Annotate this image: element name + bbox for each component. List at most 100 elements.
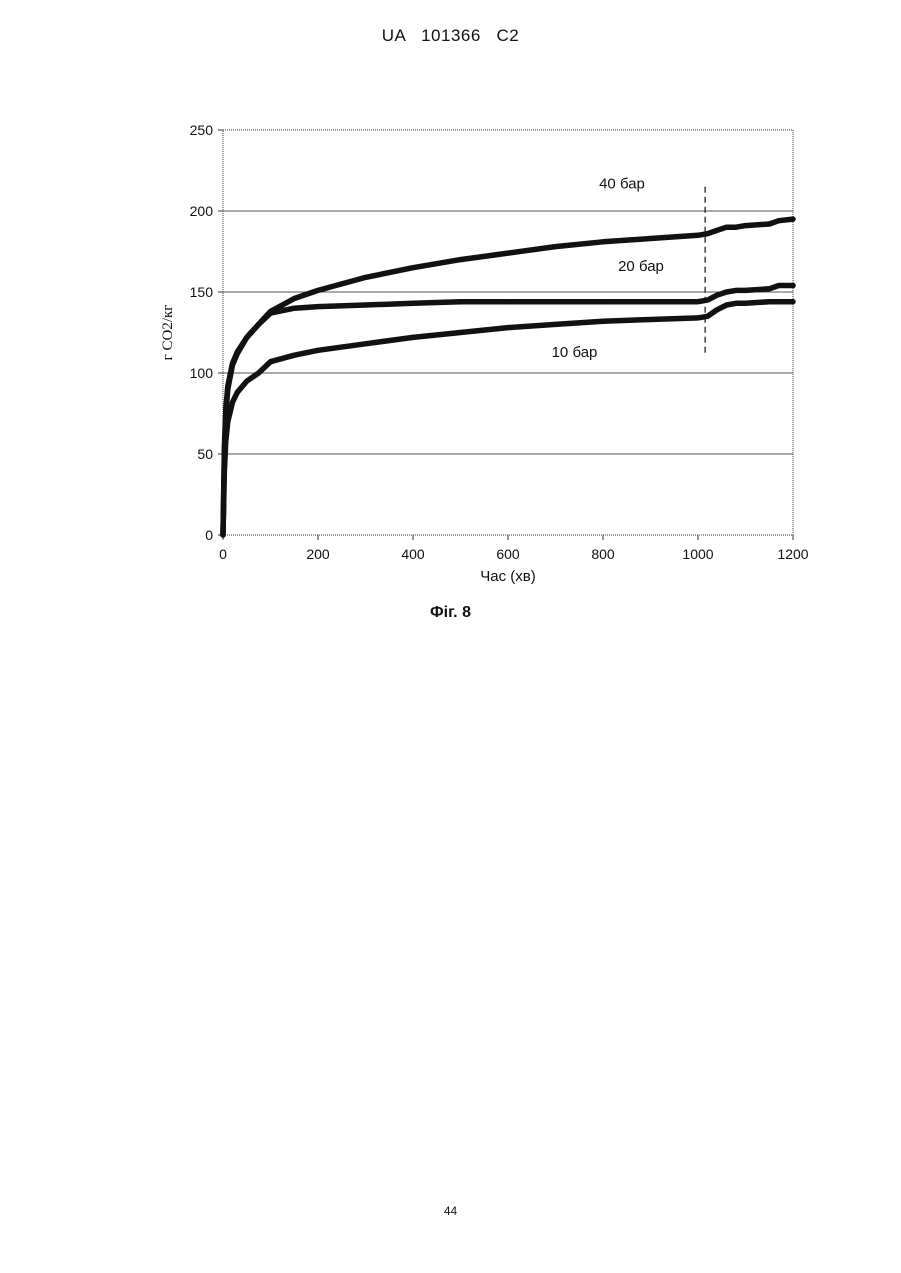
line-chart: 0 50 100 150 200 250 0 200 400 600 800 1000 1200 40 … [150, 112, 830, 612]
series-point [506, 251, 510, 255]
plot-frame [223, 130, 793, 535]
series-line-1 [223, 286, 793, 536]
series-point [715, 308, 719, 312]
series-point [235, 350, 239, 354]
series-line-2 [223, 302, 793, 535]
series-point [777, 219, 781, 223]
series-point [601, 240, 605, 244]
series-point [268, 311, 272, 315]
series-point [601, 300, 605, 304]
x-tick-label: 1000 [682, 546, 713, 562]
x-axis-label: Час (хв) [480, 568, 535, 585]
x-tick-label: 600 [496, 546, 520, 562]
series-point [648, 300, 652, 304]
series-point [268, 359, 272, 363]
series-point [292, 296, 296, 300]
series-point [506, 300, 510, 304]
figure-caption: Фіг. 8 [0, 604, 901, 622]
x-tick-label: 0 [219, 546, 227, 562]
series-point [230, 400, 234, 404]
y-tick-label: 100 [190, 365, 214, 381]
series-point [715, 228, 719, 232]
series-point [724, 225, 728, 229]
series-point [791, 283, 795, 287]
x-tick-label: 200 [306, 546, 330, 562]
series-point [222, 468, 226, 472]
series-point [458, 330, 462, 334]
y-axis-label: г CO2/кг [160, 305, 176, 361]
x-tick-label: 400 [401, 546, 425, 562]
series-point [553, 244, 557, 248]
series-annotation: 10 бар [552, 344, 598, 361]
x-tick-label: 1200 [777, 546, 808, 562]
y-tick-label: 50 [197, 446, 213, 462]
series-point [411, 301, 415, 305]
series-point [705, 231, 709, 235]
series-point [705, 314, 709, 318]
series-point [696, 233, 700, 237]
series-point [724, 290, 728, 294]
series-point [316, 348, 320, 352]
series-point [648, 317, 652, 321]
series-point [767, 287, 771, 291]
series-point [696, 300, 700, 304]
series-point [316, 304, 320, 308]
axes: 0 50 100 150 200 250 0 200 400 600 800 1000 1200 [190, 122, 809, 562]
series-annotation: 20 бар [618, 258, 664, 275]
series-point [734, 288, 738, 292]
series-point [734, 225, 738, 229]
series-point [743, 301, 747, 305]
series-point [226, 419, 230, 423]
series-point [245, 335, 249, 339]
series-point [791, 300, 795, 304]
series-annotation: 40 бар [599, 175, 645, 192]
y-tick-label: 250 [190, 122, 214, 138]
y-tick-label: 150 [190, 284, 214, 300]
series-point [411, 335, 415, 339]
series-point [791, 217, 795, 221]
x-tick-label: 800 [591, 546, 615, 562]
series-point [230, 361, 234, 365]
series-point [767, 222, 771, 226]
page-number: 44 [0, 1204, 901, 1218]
series-point [715, 293, 719, 297]
chart-container: 0 50 100 150 200 250 0 200 400 600 800 1000 1200 40 … [150, 112, 830, 612]
series-point [224, 439, 228, 443]
series-point [601, 319, 605, 323]
series-point [743, 288, 747, 292]
series-point [226, 384, 230, 388]
y-tick-label: 0 [205, 527, 213, 543]
series-point [553, 322, 557, 326]
series-point [292, 353, 296, 357]
series-point [696, 316, 700, 320]
annotations: 40 бар 20 бар 10 бар [552, 175, 664, 360]
series-point [734, 301, 738, 305]
series-point [777, 283, 781, 287]
series-point [245, 379, 249, 383]
series-point [221, 533, 225, 537]
series-point [363, 342, 367, 346]
y-tick-label: 200 [190, 203, 214, 219]
series-point [743, 223, 747, 227]
series-point [458, 300, 462, 304]
series-point [256, 322, 260, 326]
series-line-0 [223, 219, 793, 535]
series-point [235, 390, 239, 394]
series-point [363, 303, 367, 307]
series-point [724, 303, 728, 307]
series-point [705, 298, 709, 302]
series-point [363, 275, 367, 279]
series-point [292, 306, 296, 310]
series-point [256, 371, 260, 375]
series-point [767, 300, 771, 304]
gridlines [223, 211, 793, 454]
series-point [316, 288, 320, 292]
series-point [553, 300, 557, 304]
series-group [221, 217, 795, 537]
series-point [224, 406, 228, 410]
page-header: UA 101366 C2 [0, 26, 901, 46]
series-point [411, 266, 415, 270]
series-point [648, 236, 652, 240]
series-point [458, 257, 462, 261]
series-point [506, 325, 510, 329]
